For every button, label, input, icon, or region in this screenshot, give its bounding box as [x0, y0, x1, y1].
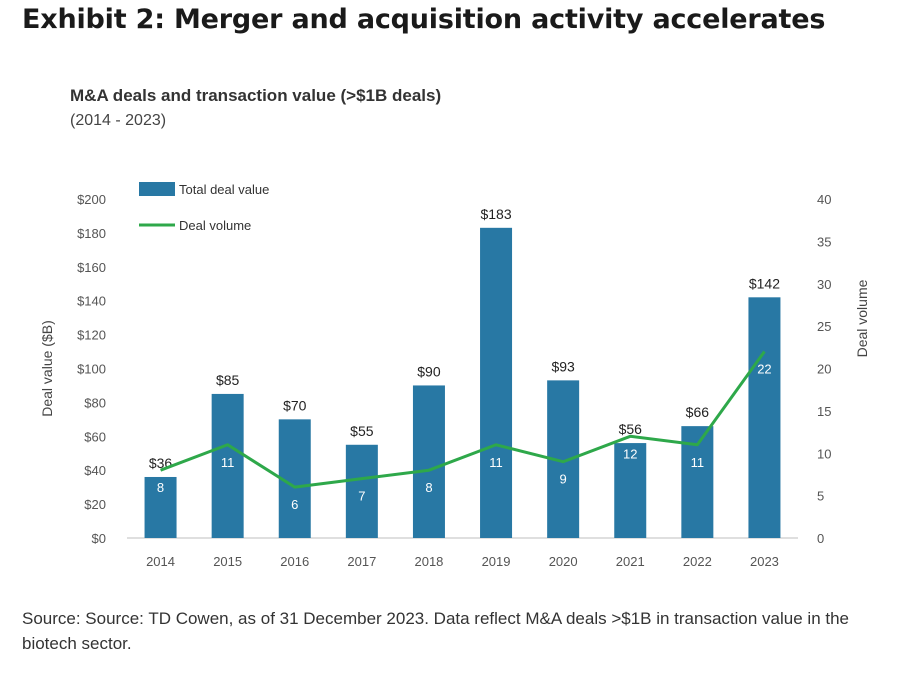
line-data-label: 8 — [157, 480, 164, 495]
exhibit-title: Exhibit 2: Merger and acquisition activi… — [22, 4, 826, 35]
bar — [211, 393, 244, 538]
line-data-label: 11 — [691, 455, 705, 470]
x-tick-label: 2018 — [414, 554, 443, 569]
y-right-tick-label: 35 — [817, 234, 831, 249]
y-right-tick-label: 10 — [817, 446, 831, 461]
y-tick-label: $100 — [77, 362, 106, 377]
chart-title: M&A deals and transaction value (>$1B de… — [70, 86, 442, 105]
x-tick-label: 2014 — [146, 554, 175, 569]
bar-data-label: $70 — [283, 397, 307, 413]
y-tick-label: $180 — [77, 226, 106, 241]
line-data-label: 9 — [560, 472, 567, 487]
y-tick-label: $200 — [77, 192, 106, 207]
x-tick-label: 2019 — [482, 554, 511, 569]
x-axis-ticks: 2014 2015 2016 2017 2018 2019 2020 2021 2022 2023 — [146, 554, 779, 569]
line-data-label: 22 — [757, 362, 771, 377]
y-right-tick-label: 25 — [817, 319, 831, 334]
y-tick-label: $60 — [84, 429, 106, 444]
y-right-tick-label: 30 — [817, 277, 831, 292]
bar-data-label: $93 — [551, 358, 575, 374]
y-tick-label: $40 — [84, 463, 106, 478]
bar-data-label: $85 — [216, 372, 240, 388]
y-tick-label: $80 — [84, 395, 106, 410]
bar-data-label: $90 — [417, 363, 441, 379]
y-right-tick-label: 40 — [817, 192, 831, 207]
legend-bar-swatch — [139, 182, 175, 196]
bar — [614, 443, 647, 538]
line-series: 8 11 6 7 8 11 9 12 11 22 — [157, 350, 772, 512]
left-axis-ticks: $0 $20 $40 $60 $80 $100 $120 $140 $160 $180 $200 — [77, 192, 106, 546]
line-data-label: 12 — [623, 446, 637, 461]
chart-subtitle: (2014 - 2023) — [70, 112, 167, 129]
bar-data-label: $55 — [350, 423, 374, 439]
bar-data-label: $183 — [480, 206, 511, 222]
bar-series: $36$85$70$55$90$183$93$56$66$142 — [144, 206, 781, 538]
line-data-label: 7 — [358, 489, 365, 504]
legend: Total deal value Deal volume — [139, 182, 269, 233]
legend-line-label: Deal volume — [179, 218, 251, 233]
bar — [748, 297, 781, 538]
y-tick-label: $140 — [77, 294, 106, 309]
y-right-tick-label: 5 — [817, 489, 824, 504]
y-tick-label: $160 — [77, 260, 106, 275]
line-data-label: 6 — [291, 497, 298, 512]
y-axis-label-right: Deal volume — [854, 279, 870, 357]
bar — [144, 476, 177, 538]
y-tick-label: $0 — [92, 531, 106, 546]
y-tick-label: $20 — [84, 497, 106, 512]
line-data-label: 8 — [425, 480, 432, 495]
bar-data-label: $142 — [749, 275, 780, 291]
y-right-tick-label: 0 — [817, 531, 824, 546]
x-tick-label: 2017 — [347, 554, 376, 569]
x-tick-label: 2015 — [213, 554, 242, 569]
x-tick-label: 2016 — [280, 554, 309, 569]
deal-volume-line — [160, 350, 766, 489]
legend-bar-label: Total deal value — [179, 182, 269, 197]
bar-data-label: $66 — [686, 404, 710, 420]
y-right-tick-label: 20 — [817, 362, 831, 377]
line-data-label: 11 — [221, 455, 235, 470]
x-tick-label: 2020 — [549, 554, 578, 569]
bar — [412, 385, 445, 538]
x-tick-label: 2021 — [616, 554, 645, 569]
y-tick-label: $120 — [77, 328, 106, 343]
bar — [345, 444, 378, 538]
y-right-tick-label: 15 — [817, 404, 831, 419]
chart-canvas: $0 $20 $40 $60 $80 $100 $120 $140 $160 $180 $200 0… — [39, 182, 870, 569]
source-note: Source: Source: TD Cowen, as of 31 Decem… — [22, 609, 849, 653]
right-axis-ticks: 0 5 10 15 20 25 30 35 40 — [817, 192, 831, 546]
bar-data-label: $56 — [619, 421, 643, 437]
x-tick-label: 2022 — [683, 554, 712, 569]
y-axis-label-left: Deal value ($B) — [39, 320, 55, 417]
bar — [480, 227, 513, 538]
line-data-label: 11 — [489, 455, 503, 470]
x-tick-label: 2023 — [750, 554, 779, 569]
